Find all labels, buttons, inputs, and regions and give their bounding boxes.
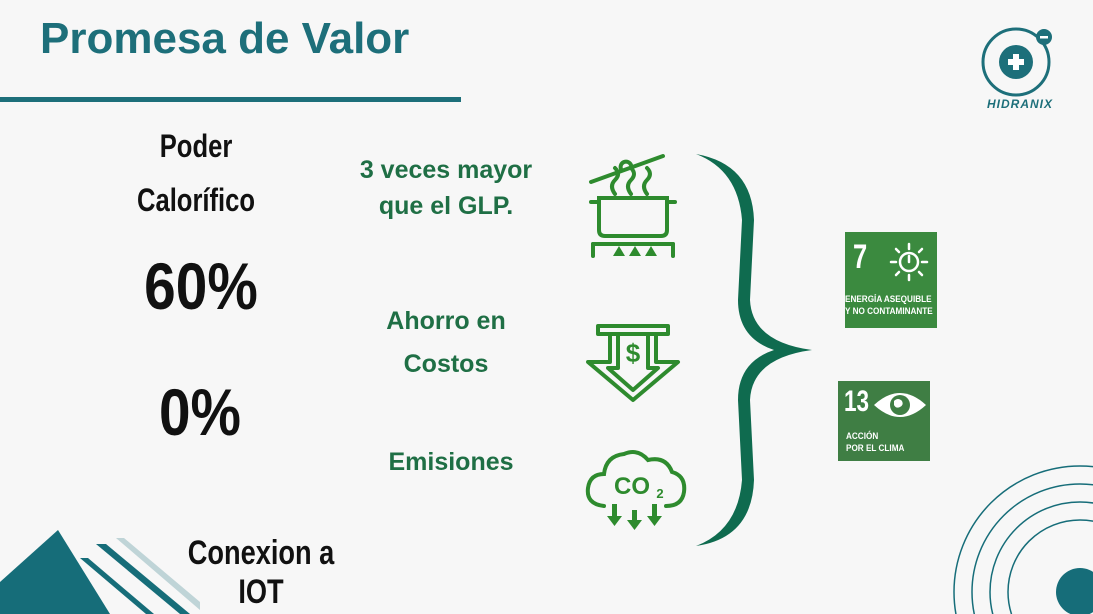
sdg-13-badge: 13 ACCIÓN POR EL CLIMA: [838, 381, 930, 461]
sdg-7-number: 7: [853, 238, 868, 276]
sdg-13-number: 13: [844, 385, 870, 418]
calorific-line-2: que el GLP.: [378, 192, 514, 220]
calorifico-label: Calorífico: [136, 182, 256, 218]
percent-0: 0%: [158, 375, 242, 449]
poder-label: Poder: [159, 128, 233, 164]
calorific-line-1: 3 veces mayor: [359, 156, 533, 184]
decorative-circles: [953, 465, 1093, 614]
svg-text:2: 2: [656, 486, 663, 501]
decorative-stripes: [0, 530, 200, 614]
sdg-13-label: ACCIÓN POR EL CLIMA: [846, 431, 905, 454]
power-sun-icon: [889, 242, 929, 282]
svg-text:CO: CO: [614, 473, 650, 500]
sdg-7-badge: 7 ENERGÍA ASEQUIBLE Y NO CONTAMINANTE: [845, 232, 937, 328]
savings-line-2: Costos: [403, 350, 489, 378]
cooking-pot-icon: [589, 154, 677, 258]
co2-cloud-icon: CO 2: [585, 450, 687, 530]
title-underline: [0, 97, 461, 102]
logo-wordmark: HIDRANIX: [986, 97, 1053, 111]
svg-text:$: $: [626, 338, 641, 368]
iot-label: Conexion a IOT: [187, 534, 335, 611]
cost-savings-arrow-icon: $: [586, 324, 680, 402]
curly-brace: [696, 154, 812, 546]
eye-globe-icon: [874, 393, 926, 417]
savings-line-1: Ahorro en: [386, 307, 506, 335]
emissions-label: Emisiones: [388, 448, 514, 476]
page-title: Promesa de Valor: [40, 14, 410, 63]
hidranix-logo: [981, 27, 1052, 97]
percent-60: 60%: [144, 249, 258, 323]
sdg-7-label: ENERGÍA ASEQUIBLE Y NO CONTAMINANTE: [845, 294, 933, 317]
